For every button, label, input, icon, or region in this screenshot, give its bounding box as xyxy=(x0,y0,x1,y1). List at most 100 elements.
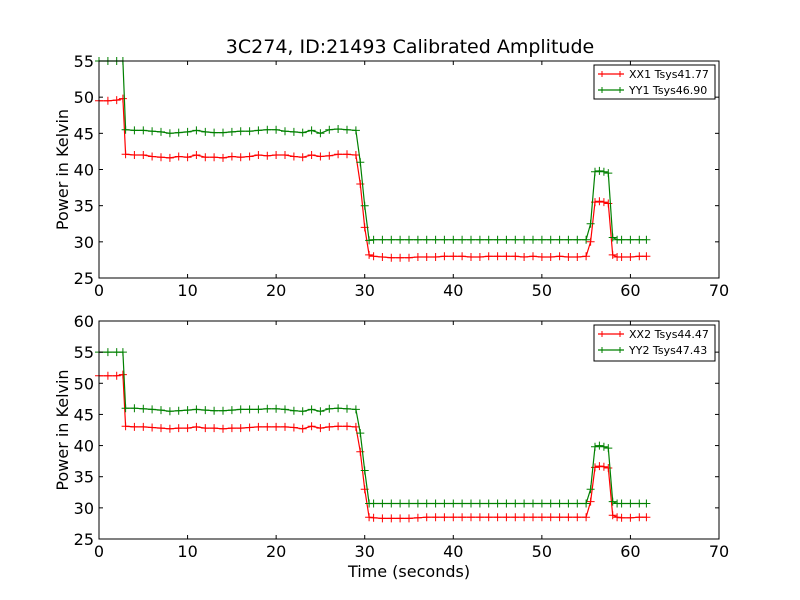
data-point xyxy=(360,466,369,475)
data-point xyxy=(254,422,263,431)
data-point xyxy=(608,497,617,506)
data-point xyxy=(165,153,174,162)
data-point xyxy=(245,405,254,414)
legend-label: YY2 Tsys47.43 xyxy=(628,344,707,357)
data-point xyxy=(298,407,307,416)
data-point xyxy=(396,499,405,508)
data-point xyxy=(599,167,608,176)
plot-frame xyxy=(98,320,720,540)
data-point xyxy=(635,235,644,244)
data-point xyxy=(475,499,484,508)
x-tick-label: 70 xyxy=(709,281,729,300)
x-tick-label: 10 xyxy=(177,542,197,561)
legend-box xyxy=(593,64,716,100)
data-point xyxy=(484,513,493,522)
x-tick-label: 20 xyxy=(266,542,286,561)
data-point xyxy=(586,485,595,494)
legend-marker xyxy=(599,87,623,93)
data-point xyxy=(511,513,520,522)
data-point xyxy=(298,153,307,162)
data-point xyxy=(356,158,365,167)
data-point xyxy=(174,406,183,415)
x-tick-label: 10 xyxy=(177,281,197,300)
data-point xyxy=(555,235,564,244)
x-tick-label: 30 xyxy=(355,281,375,300)
series-1 xyxy=(95,370,651,523)
x-tick-label: 70 xyxy=(709,542,729,561)
legend-label: YY1 Tsys46.90 xyxy=(628,84,707,97)
data-point xyxy=(343,422,351,431)
y-axis-label: Power in Kelvin xyxy=(53,369,72,490)
data-point xyxy=(148,423,157,432)
data-point xyxy=(440,499,449,508)
data-point xyxy=(608,250,617,259)
data-point xyxy=(467,235,475,244)
top-panel: 0 10 20 30 40 50 60 70 25 30 35 40 45 50 55 Power in Ke… xyxy=(53,52,729,300)
data-point xyxy=(520,499,529,508)
data-point xyxy=(281,422,289,431)
data-point xyxy=(118,94,127,103)
data-point xyxy=(254,151,263,159)
data-point xyxy=(396,235,405,244)
series-1 xyxy=(95,94,651,262)
data-point xyxy=(157,424,165,433)
data-point xyxy=(591,167,599,176)
data-point xyxy=(595,166,604,175)
data-point xyxy=(325,404,334,413)
data-point xyxy=(475,253,484,261)
data-point xyxy=(289,152,298,161)
data-point xyxy=(369,235,378,244)
data-point xyxy=(520,513,529,522)
y-tick-label: 55 xyxy=(74,343,94,362)
data-point xyxy=(365,250,374,259)
series-line xyxy=(99,60,647,242)
data-point xyxy=(118,348,127,357)
data-point xyxy=(626,253,635,261)
data-point xyxy=(183,406,192,415)
data-point xyxy=(130,126,139,135)
data-point xyxy=(272,125,281,134)
data-point xyxy=(174,152,183,161)
data-point xyxy=(458,235,467,244)
data-point xyxy=(573,499,582,508)
data-point xyxy=(307,151,316,159)
data-point xyxy=(289,423,298,432)
data-point xyxy=(112,371,121,380)
data-point xyxy=(121,150,130,159)
data-point xyxy=(502,513,511,522)
data-point xyxy=(475,235,484,244)
data-point xyxy=(458,513,467,522)
data-point xyxy=(537,513,546,522)
data-point xyxy=(642,235,651,244)
data-point xyxy=(378,499,387,508)
data-point xyxy=(546,499,555,508)
data-point xyxy=(139,126,148,135)
data-point xyxy=(617,253,626,261)
legend-box xyxy=(593,324,716,362)
data-point xyxy=(564,253,573,261)
data-point xyxy=(537,253,546,261)
data-point xyxy=(608,511,617,520)
y-axis-label: Power in Kelvin xyxy=(53,109,72,230)
legend-label: XX2 Tsys44.47 xyxy=(629,328,709,341)
data-point xyxy=(617,513,626,522)
series-2 xyxy=(95,348,651,508)
data-point xyxy=(449,235,458,244)
data-point xyxy=(192,151,201,159)
y-tick-label: 25 xyxy=(74,269,94,288)
data-point xyxy=(405,499,413,508)
data-point xyxy=(502,235,511,244)
data-point xyxy=(307,422,316,431)
y-tick-label: 40 xyxy=(74,161,94,180)
data-point xyxy=(635,499,644,508)
data-point xyxy=(245,423,254,432)
data-point xyxy=(369,513,378,522)
data-point xyxy=(440,252,449,261)
data-point xyxy=(413,499,422,508)
data-point xyxy=(351,151,360,159)
data-point xyxy=(422,253,431,261)
data-point xyxy=(307,405,316,414)
data-point xyxy=(449,499,458,508)
x-tick-label: 0 xyxy=(94,281,104,300)
data-point xyxy=(174,128,183,137)
